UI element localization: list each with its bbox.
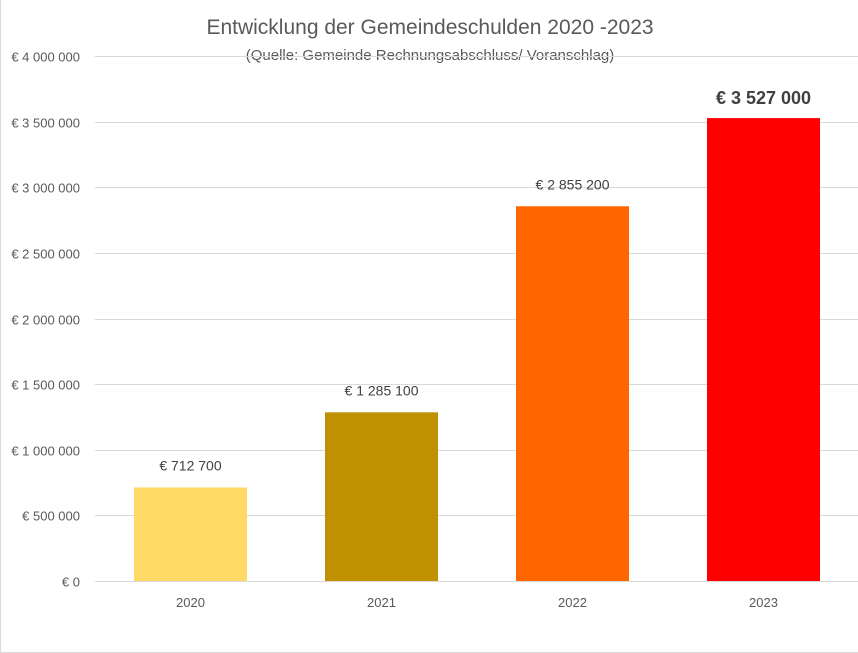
bar-2020 <box>134 487 247 581</box>
y-tick-label: € 500 000 <box>22 509 80 524</box>
bar-2022 <box>516 206 629 581</box>
chart-subtitle: (Quelle: Gemeinde Rechnungsabschluss/ Vo… <box>245 47 615 64</box>
x-tick-label: 2021 <box>367 595 396 610</box>
data-label: € 712 700 <box>159 457 221 473</box>
y-tick-label: € 2 500 000 <box>11 247 80 262</box>
y-tick-label: € 4 000 000 <box>11 50 80 65</box>
bar-2021 <box>325 412 438 581</box>
y-tick-label: € 1 500 000 <box>11 378 80 393</box>
bar-2023 <box>707 118 820 582</box>
y-tick-label: € 2 000 000 <box>11 313 80 328</box>
data-label: € 3 527 000 <box>716 88 811 108</box>
y-tick-label: € 0 <box>62 575 80 590</box>
y-tick-label: € 3 500 000 <box>11 116 80 131</box>
x-tick-label: 2022 <box>558 595 587 610</box>
y-tick-label: € 3 000 000 <box>11 181 80 196</box>
chart-title: Entwicklung der Gemeindeschulden 2020 -2… <box>206 16 654 39</box>
x-tick-label: 2020 <box>176 595 205 610</box>
data-label: € 1 285 100 <box>345 382 419 398</box>
y-tick-label: € 1 000 000 <box>11 444 80 459</box>
x-tick-label: 2023 <box>749 595 778 610</box>
data-label: € 2 855 200 <box>536 176 610 192</box>
